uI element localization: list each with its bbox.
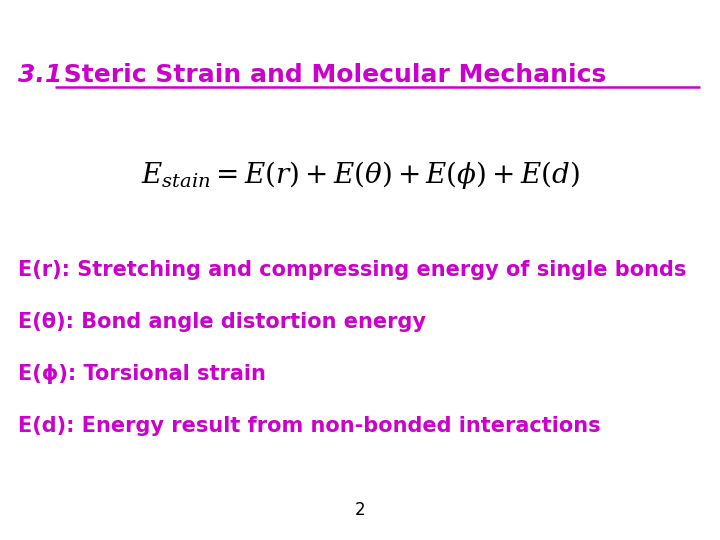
Text: E(ϕ): Torsional strain: E(ϕ): Torsional strain <box>18 364 266 384</box>
Text: $E_{stain} = E(r) + E(\theta) + E(\phi) + E(d)$: $E_{stain} = E(r) + E(\theta) + E(\phi) … <box>140 159 580 191</box>
Text: E(r): Stretching and compressing energy of single bonds: E(r): Stretching and compressing energy … <box>18 260 686 280</box>
Text: E(d): Energy result from non-bonded interactions: E(d): Energy result from non-bonded inte… <box>18 416 600 436</box>
Text: Steric Strain and Molecular Mechanics: Steric Strain and Molecular Mechanics <box>55 63 606 87</box>
Text: E(θ): Bond angle distortion energy: E(θ): Bond angle distortion energy <box>18 312 426 332</box>
Text: 3.1: 3.1 <box>18 63 62 87</box>
Text: 2: 2 <box>355 501 365 519</box>
